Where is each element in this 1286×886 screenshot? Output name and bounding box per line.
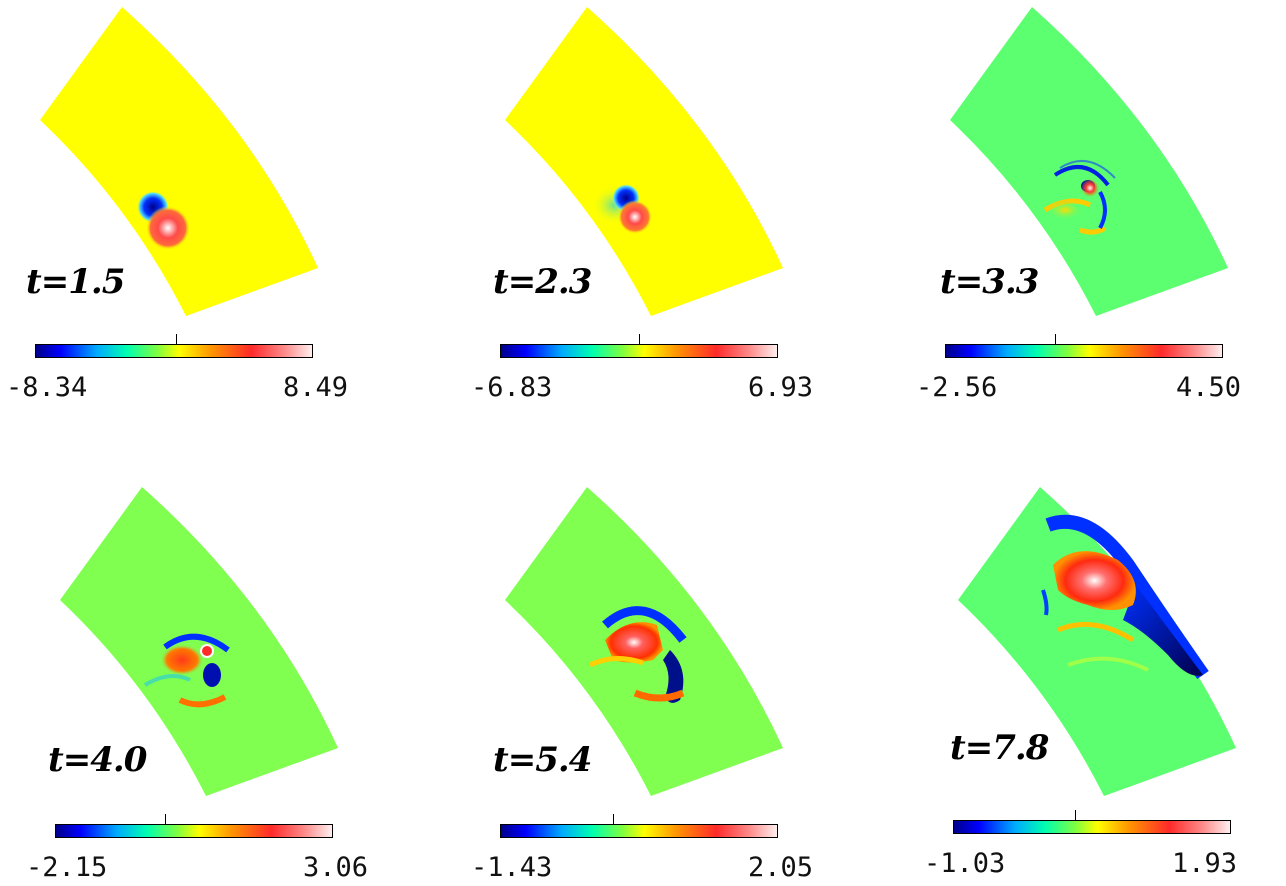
panel-4: t=4.0 -2.15 3.06 (20, 465, 420, 885)
time-label: t=4.0 (48, 740, 147, 780)
field-sector-4 (60, 487, 338, 796)
colorbar (945, 334, 1223, 358)
colorbar (500, 814, 778, 838)
colorbar-max-label: 4.50 (1176, 372, 1242, 403)
colorbar-zero-tick (1055, 334, 1056, 345)
panel-1: t=1.5 -8.34 8.49 (0, 0, 400, 420)
colorbar-max-label: 1.93 (1172, 848, 1238, 879)
colorbar-min-label: -1.43 (471, 852, 553, 883)
time-label: t=5.4 (493, 740, 592, 780)
colorbar-zero-tick (1075, 810, 1076, 821)
panel-3: t=3.3 -2.56 4.50 (910, 0, 1286, 420)
colorbar (953, 810, 1231, 834)
colorbar (35, 334, 313, 358)
time-label: t=1.5 (26, 262, 125, 302)
colorbar-min-label: -2.56 (916, 372, 998, 403)
colorbar (500, 334, 778, 358)
colorbar-zero-tick (639, 334, 640, 345)
colorbar-zero-tick (613, 814, 614, 825)
colorbar-max-label: 6.93 (748, 372, 814, 403)
time-label: t=2.3 (493, 262, 592, 302)
colorbar-zero-tick (165, 814, 166, 825)
panel-2: t=2.3 -6.83 6.93 (465, 0, 865, 420)
panel-5: t=5.4 -1.43 2.05 (465, 465, 865, 885)
field-sector-6 (958, 487, 1236, 796)
colorbar-min-label: -8.34 (6, 372, 88, 403)
colorbar (55, 814, 333, 838)
field-sector-3 (950, 7, 1228, 316)
field-sector-5 (505, 487, 783, 796)
colorbar-max-label: 3.06 (303, 852, 369, 883)
colorbar-max-label: 8.49 (283, 372, 349, 403)
time-label: t=7.8 (950, 728, 1049, 768)
colorbar-min-label: -2.15 (26, 852, 108, 883)
colorbar-min-label: -1.03 (924, 848, 1006, 879)
panel-6: t=7.8 -1.03 1.93 (918, 465, 1286, 885)
colorbar-zero-tick (176, 334, 177, 345)
colorbar-min-label: -6.83 (471, 372, 553, 403)
time-label: t=3.3 (940, 262, 1039, 302)
colorbar-max-label: 2.05 (748, 852, 814, 883)
field-sector-2 (505, 7, 783, 316)
field-sector-1 (40, 7, 318, 316)
